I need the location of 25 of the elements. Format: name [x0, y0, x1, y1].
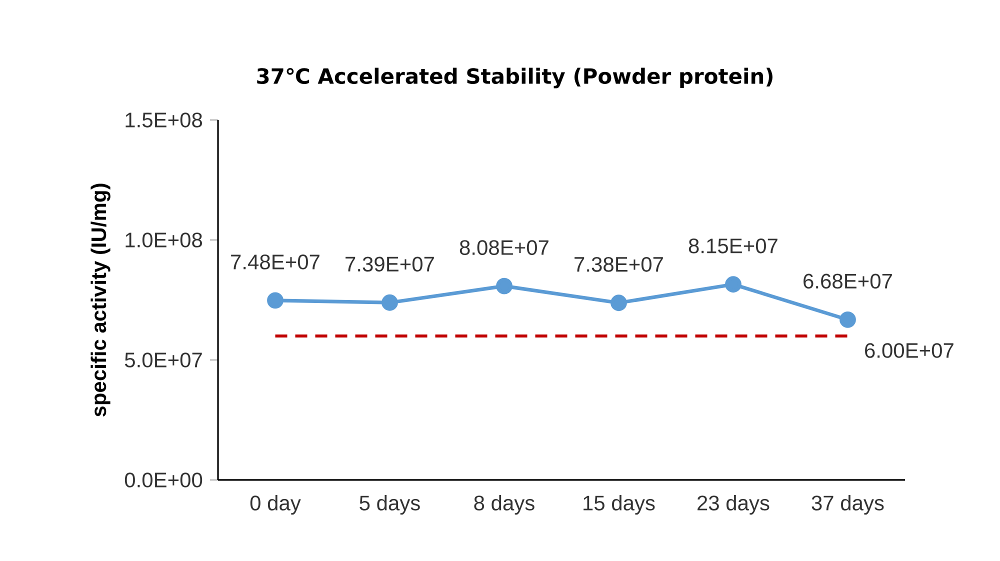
y-tick-label: 1.0E+08	[126, 232, 202, 248]
x-tick-label: 8 days	[474, 495, 534, 515]
point	[267, 292, 284, 309]
data-label: 8.08E+07	[460, 240, 548, 256]
point	[840, 311, 856, 328]
x-tick-label: 15 days	[584, 495, 655, 515]
ref-line-label: 6.00E+07	[865, 343, 954, 358]
y-tick-label: 5.0E+07	[124, 352, 202, 368]
y-tick-label: 1.5E+08	[126, 112, 202, 128]
y-tick-label: 0.0E+00	[124, 472, 202, 488]
x-tick-label: 37 days	[812, 495, 884, 515]
point	[610, 294, 627, 312]
data-label: 8.15E+07	[688, 238, 778, 254]
data-label: 7.39E+07	[346, 256, 434, 272]
y-axis-title: specific activity (IU/mg)	[90, 184, 110, 417]
data-label: 6.68E+07	[804, 274, 892, 289]
x-tick-label: 5 days	[360, 495, 420, 515]
point	[382, 294, 398, 311]
point	[725, 276, 742, 293]
chart-title: 37℃ Accelerated Stability (Powder protein)	[257, 68, 772, 88]
x-tick-label: 0 day	[250, 495, 301, 515]
data-label: 7.38E+07	[574, 256, 663, 272]
point	[496, 278, 512, 294]
data-label: 7.48E+07	[231, 254, 320, 270]
x-tick-label: 23 days	[698, 495, 770, 515]
